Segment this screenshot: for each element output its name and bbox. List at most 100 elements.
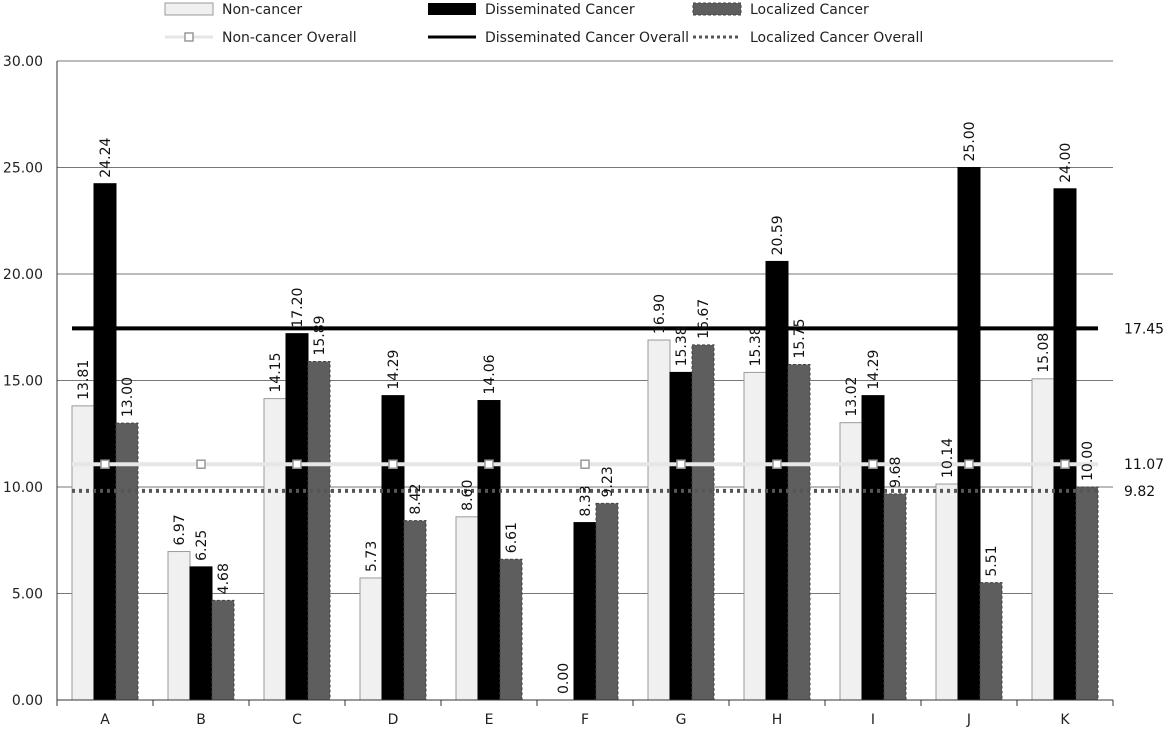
legend-swatch-non-cancer <box>164 2 214 16</box>
reference-line-value-label: 11.07 <box>1124 457 1164 473</box>
data-label: 8.60 <box>460 480 476 511</box>
data-label: 14.15 <box>268 353 284 393</box>
data-label: 8.42 <box>408 483 424 514</box>
data-label: 5.51 <box>984 545 1000 576</box>
bar-j-series-0 <box>935 483 959 701</box>
bar-c-series-2 <box>307 361 331 701</box>
y-tick-label: 20.00 <box>3 267 43 283</box>
reference-line-value-label: 9.82 <box>1124 484 1155 500</box>
reference-marker <box>868 459 878 469</box>
x-tick-label: K <box>1060 712 1070 728</box>
data-label: 15.38 <box>748 326 764 366</box>
bar-c-series-0 <box>263 398 287 701</box>
bar-e-series-2 <box>499 558 523 701</box>
y-axis: 0.00 5.00 10.00 15.00 20.00 25.00 30.00 <box>3 54 58 709</box>
data-label: 5.73 <box>364 541 380 572</box>
legend-marker-non-cancer-overall <box>184 32 194 42</box>
data-label: 24.24 <box>98 138 114 178</box>
x-tick-label: C <box>292 712 302 728</box>
bar-d-series-2 <box>403 520 427 701</box>
bar-g-series-2 <box>691 344 715 701</box>
data-label: 15.08 <box>1036 333 1052 373</box>
bar-k-series-0 <box>1031 378 1055 701</box>
data-label: 24.00 <box>1058 143 1074 183</box>
legend-label-non-cancer: Non-cancer <box>222 2 302 18</box>
x-tick-label: B <box>196 712 206 728</box>
bar-b-series-0 <box>167 551 191 701</box>
y-tick-label: 15.00 <box>3 374 43 390</box>
data-label: 4.68 <box>216 563 232 594</box>
data-label: 13.00 <box>120 377 136 417</box>
legend-label-disseminated-overall: Disseminated Cancer Overall <box>485 30 689 46</box>
reference-lines: 11.07 17.45 9.82 <box>72 321 1164 500</box>
data-label: 8.33 <box>578 485 594 516</box>
bar-k-series-2 <box>1075 486 1099 701</box>
data-label: 9.23 <box>600 466 616 497</box>
data-label: 17.20 <box>290 288 306 328</box>
x-tick-label: I <box>871 712 875 728</box>
reference-marker <box>100 459 110 469</box>
data-label: 9.68 <box>888 457 904 488</box>
legend-swatch-localized <box>692 2 742 16</box>
x-axis: A B C D E F G H I J K <box>56 699 1114 728</box>
data-label: 15.89 <box>312 315 328 355</box>
bar-h-series-2 <box>787 364 811 701</box>
legend: Non-cancer Disseminated Cancer Localized… <box>164 2 923 46</box>
data-label: 10.14 <box>940 438 956 478</box>
legend-label-disseminated: Disseminated Cancer <box>485 2 635 18</box>
bar-a-series-0 <box>71 405 95 701</box>
reference-marker <box>388 459 398 469</box>
y-tick-label: 0.00 <box>12 693 43 709</box>
bars <box>71 167 1099 701</box>
bar-b-series-1 <box>189 566 213 701</box>
bar-f-series-1 <box>573 522 597 701</box>
bar-e-series-0 <box>455 516 479 701</box>
reference-marker <box>196 459 206 469</box>
x-tick-label: E <box>485 712 494 728</box>
bar-b-series-2 <box>211 599 235 701</box>
data-label: 14.29 <box>386 350 402 390</box>
x-tick-label: D <box>388 712 399 728</box>
bar-j-series-2 <box>979 582 1003 701</box>
x-tick-label: A <box>100 712 110 728</box>
data-label: 0.00 <box>556 663 572 694</box>
bar-c-series-1 <box>285 333 309 701</box>
bar-e-series-1 <box>477 400 501 701</box>
bar-h-series-0 <box>743 371 767 701</box>
reference-marker <box>964 459 974 469</box>
bar-d-series-1 <box>381 395 405 701</box>
x-tick-label: H <box>772 712 783 728</box>
bar-i-series-1 <box>861 395 885 701</box>
reference-line-value-label: 17.45 <box>1124 321 1164 337</box>
bar-k-series-1 <box>1053 188 1077 701</box>
bar-f-series-2 <box>595 502 619 701</box>
bar-g-series-0 <box>647 339 671 701</box>
data-label: 20.59 <box>770 215 786 255</box>
legend-label-localized: Localized Cancer <box>750 2 869 18</box>
reference-marker <box>484 459 494 469</box>
y-tick-label: 30.00 <box>3 54 43 70</box>
data-label: 10.00 <box>1080 441 1096 481</box>
x-tick-label: J <box>966 712 971 728</box>
bar-data-labels: 13.81 24.24 13.00 6.97 6.25 4.68 14.15 17.20 15.… <box>76 121 1096 694</box>
x-tick-label: F <box>581 712 589 728</box>
bar-a-series-1 <box>93 183 117 701</box>
bar-j-series-1 <box>957 167 981 701</box>
data-label: 13.81 <box>76 360 92 400</box>
bar-i-series-2 <box>883 493 907 701</box>
legend-swatch-disseminated <box>428 3 476 15</box>
y-tick-label: 10.00 <box>3 480 43 496</box>
data-label: 14.06 <box>482 354 498 394</box>
reference-marker <box>772 459 782 469</box>
y-tick-label: 25.00 <box>3 161 43 177</box>
data-label: 25.00 <box>962 121 978 161</box>
legend-label-non-cancer-overall: Non-cancer Overall <box>222 30 357 46</box>
data-label: 15.38 <box>674 326 690 366</box>
reference-marker <box>676 459 686 469</box>
bar-g-series-1 <box>669 371 693 701</box>
bar-d-series-0 <box>359 577 383 701</box>
data-label: 16.90 <box>652 294 668 334</box>
data-label: 6.97 <box>172 514 188 545</box>
legend-label-localized-overall: Localized Cancer Overall <box>750 30 923 46</box>
